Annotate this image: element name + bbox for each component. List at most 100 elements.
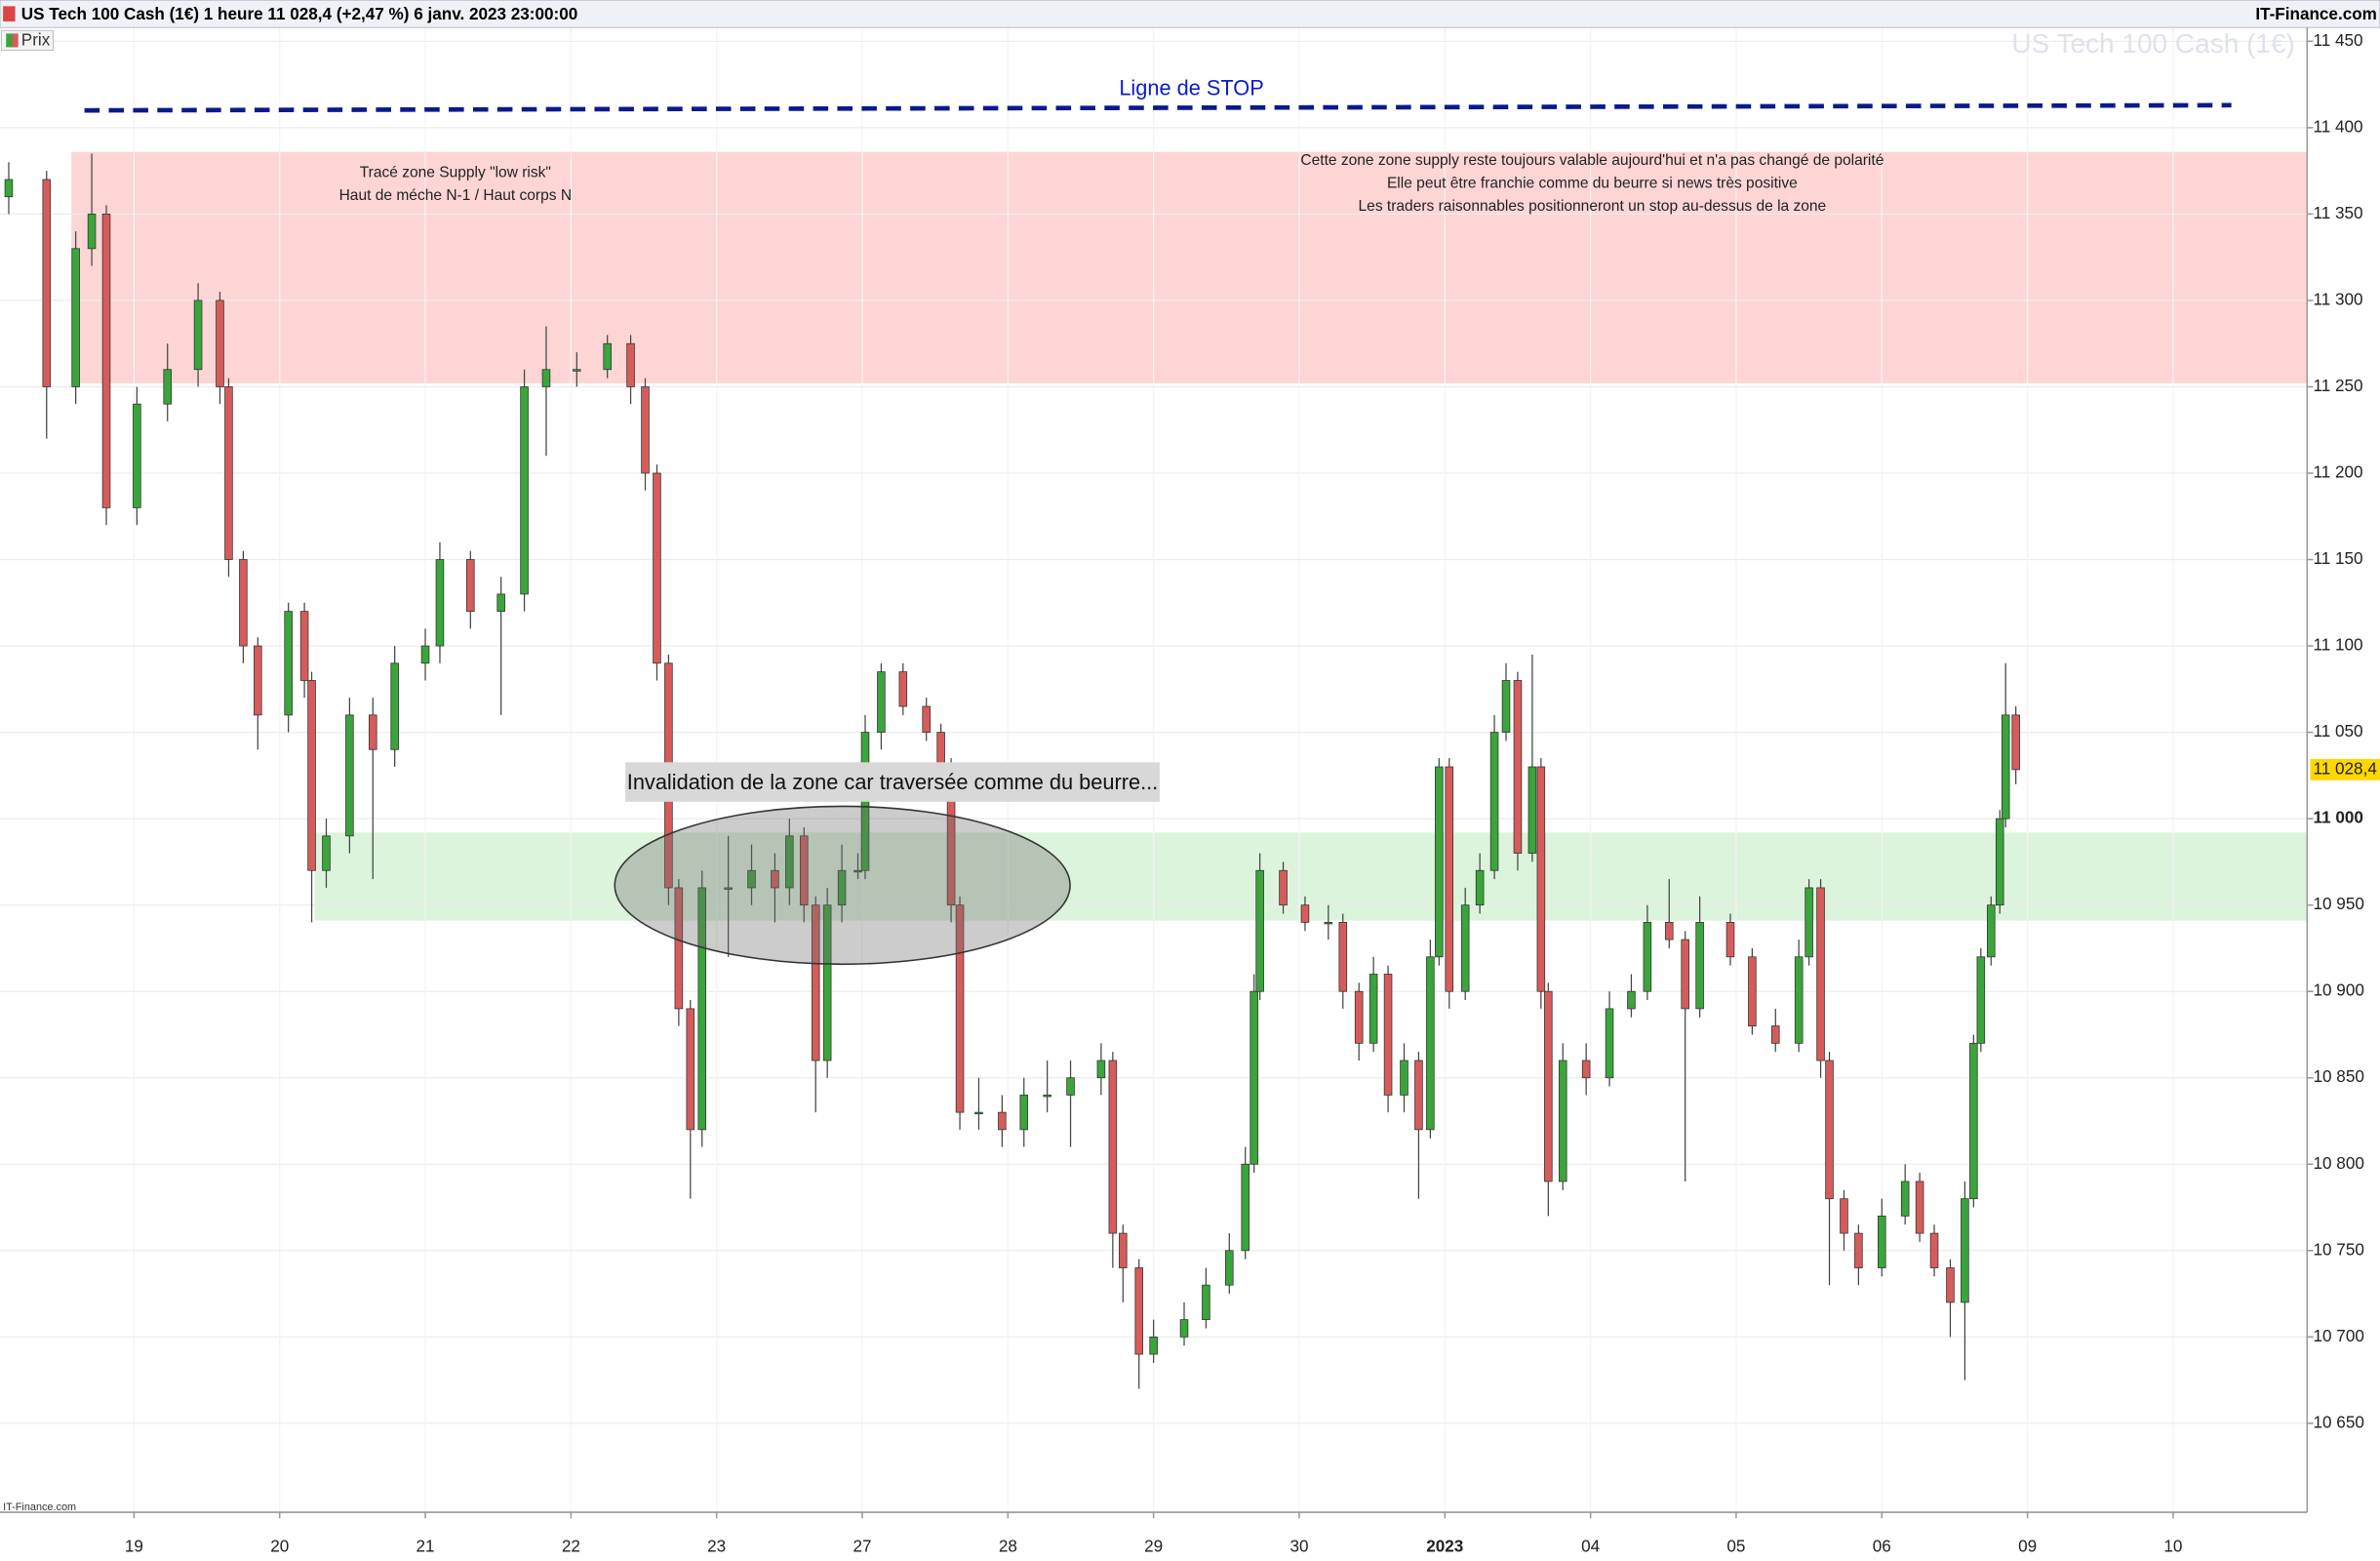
candle-body <box>822 904 832 1061</box>
candle-body <box>239 559 248 647</box>
candle-body <box>1241 1163 1250 1252</box>
candle-body <box>1544 990 1553 1182</box>
y-tick-label: 10 700 <box>2314 1327 2364 1345</box>
zones <box>71 151 2308 921</box>
candle-body <box>1489 732 1499 871</box>
candle-body <box>368 714 377 750</box>
source: IT-Finance.com <box>2255 5 2377 23</box>
candle-body <box>1627 990 1636 1010</box>
candle-body <box>998 1111 1007 1131</box>
candle-body <box>785 835 794 889</box>
legend-label: Prix <box>21 31 51 50</box>
candle-body <box>71 248 80 387</box>
y-tick-label: 11 000 <box>2314 809 2363 827</box>
candle-body <box>1426 956 1435 1131</box>
candle-body <box>133 403 141 508</box>
zone-note: Haut de méche N-1 / Haut corps N <box>339 187 573 204</box>
candle-body <box>1681 939 1689 1010</box>
candle-body <box>1695 921 1704 1010</box>
candle-body <box>1854 1232 1863 1268</box>
zone <box>71 151 2308 383</box>
candle-body <box>1986 904 1996 958</box>
y-tick-label: 11 150 <box>2314 549 2363 568</box>
x-tick-label: 29 <box>1144 1537 1163 1555</box>
candle-body <box>1108 1060 1118 1234</box>
x-tick-label: 30 <box>1289 1537 1308 1555</box>
candle-body <box>284 611 293 716</box>
candle-body <box>974 1111 983 1115</box>
title-icon <box>3 6 16 21</box>
candle-body <box>641 386 650 474</box>
candle-body <box>1664 921 1674 941</box>
x-tick-label: 2023 <box>1426 1537 1463 1555</box>
candle-body <box>2001 714 2010 820</box>
candle-body <box>1202 1284 1210 1321</box>
candle-body <box>1726 921 1735 958</box>
highlight-ellipse <box>614 805 1071 966</box>
candle-body <box>1816 887 1825 1061</box>
annotation-box <box>625 762 1160 802</box>
candle-body <box>1915 1181 1924 1234</box>
candle-body <box>674 887 684 1010</box>
legend-swatch <box>6 33 15 48</box>
y-tick-label: 10 800 <box>2314 1154 2364 1173</box>
x-tick-label: 09 <box>2018 1537 2037 1555</box>
candle-body <box>853 869 862 873</box>
candle-body <box>1250 990 1258 1165</box>
candle-body <box>1748 956 1757 1026</box>
candle-body <box>1445 766 1454 992</box>
chart-title: US Tech 100 Cash (1€) 1 heure 11 028,4 (… <box>21 5 577 23</box>
annotation: Invalidation de la zone car traversée co… <box>627 770 1158 794</box>
candle-body <box>697 887 707 1131</box>
last-price-label: 11 028,4 <box>2314 759 2378 778</box>
candle-body <box>1558 1060 1567 1182</box>
zone-note: Les traders raisonnables positionneront … <box>1359 198 1827 215</box>
watermark: US Tech 100 Cash (1€) <box>2011 28 2295 59</box>
candle-body <box>1179 1319 1189 1338</box>
y-tick-label: 11 250 <box>2314 377 2363 395</box>
legend-swatch <box>12 33 19 48</box>
candle-body <box>322 835 331 871</box>
candle-body <box>898 671 908 707</box>
candle-body <box>1605 1008 1614 1079</box>
candle-body <box>877 671 886 733</box>
y-tick-label: 11 450 <box>2314 31 2363 50</box>
x-tick-label: 21 <box>416 1537 435 1555</box>
last-price-tag <box>2310 758 2380 780</box>
x-tick-label: 04 <box>1581 1537 1601 1555</box>
x-tick-label: 22 <box>562 1537 580 1555</box>
candle-body <box>520 386 529 595</box>
candle-body <box>163 369 173 405</box>
zone-note: Tracé zone Supply "low risk" <box>360 165 551 181</box>
y-tick-label: 11 350 <box>2314 204 2363 222</box>
y-tick-label: 11 100 <box>2314 636 2363 655</box>
candle-body <box>1840 1198 1848 1234</box>
stop-line <box>84 102 2232 113</box>
candle-body <box>799 835 809 906</box>
x-tick-label: 20 <box>270 1537 289 1555</box>
candle-body <box>922 705 931 733</box>
candle-body <box>724 887 733 890</box>
candle-body <box>1460 904 1470 992</box>
candle-body <box>1300 904 1310 923</box>
candle-body <box>4 179 14 198</box>
candle-body <box>771 869 779 889</box>
stop-label: Ligne de STOP <box>1119 76 1263 100</box>
x-tick-label: 27 <box>853 1537 871 1555</box>
candle-body <box>541 369 551 387</box>
candle-body <box>747 869 756 889</box>
candle-body <box>1019 1095 1029 1131</box>
y-tick-label: 11 400 <box>2314 117 2363 136</box>
candle-body <box>254 645 262 716</box>
x-tick-label: 05 <box>1726 1537 1745 1555</box>
y-tick-label: 10 750 <box>2314 1240 2364 1259</box>
candle-body <box>1066 1077 1075 1096</box>
candle-body <box>955 904 965 1113</box>
candle-body <box>603 342 612 371</box>
x-tick-label: 23 <box>707 1537 726 1555</box>
candle-body <box>101 214 111 508</box>
candle-body <box>1976 956 1986 1044</box>
candle-body <box>345 714 354 837</box>
candle-body <box>653 472 661 664</box>
